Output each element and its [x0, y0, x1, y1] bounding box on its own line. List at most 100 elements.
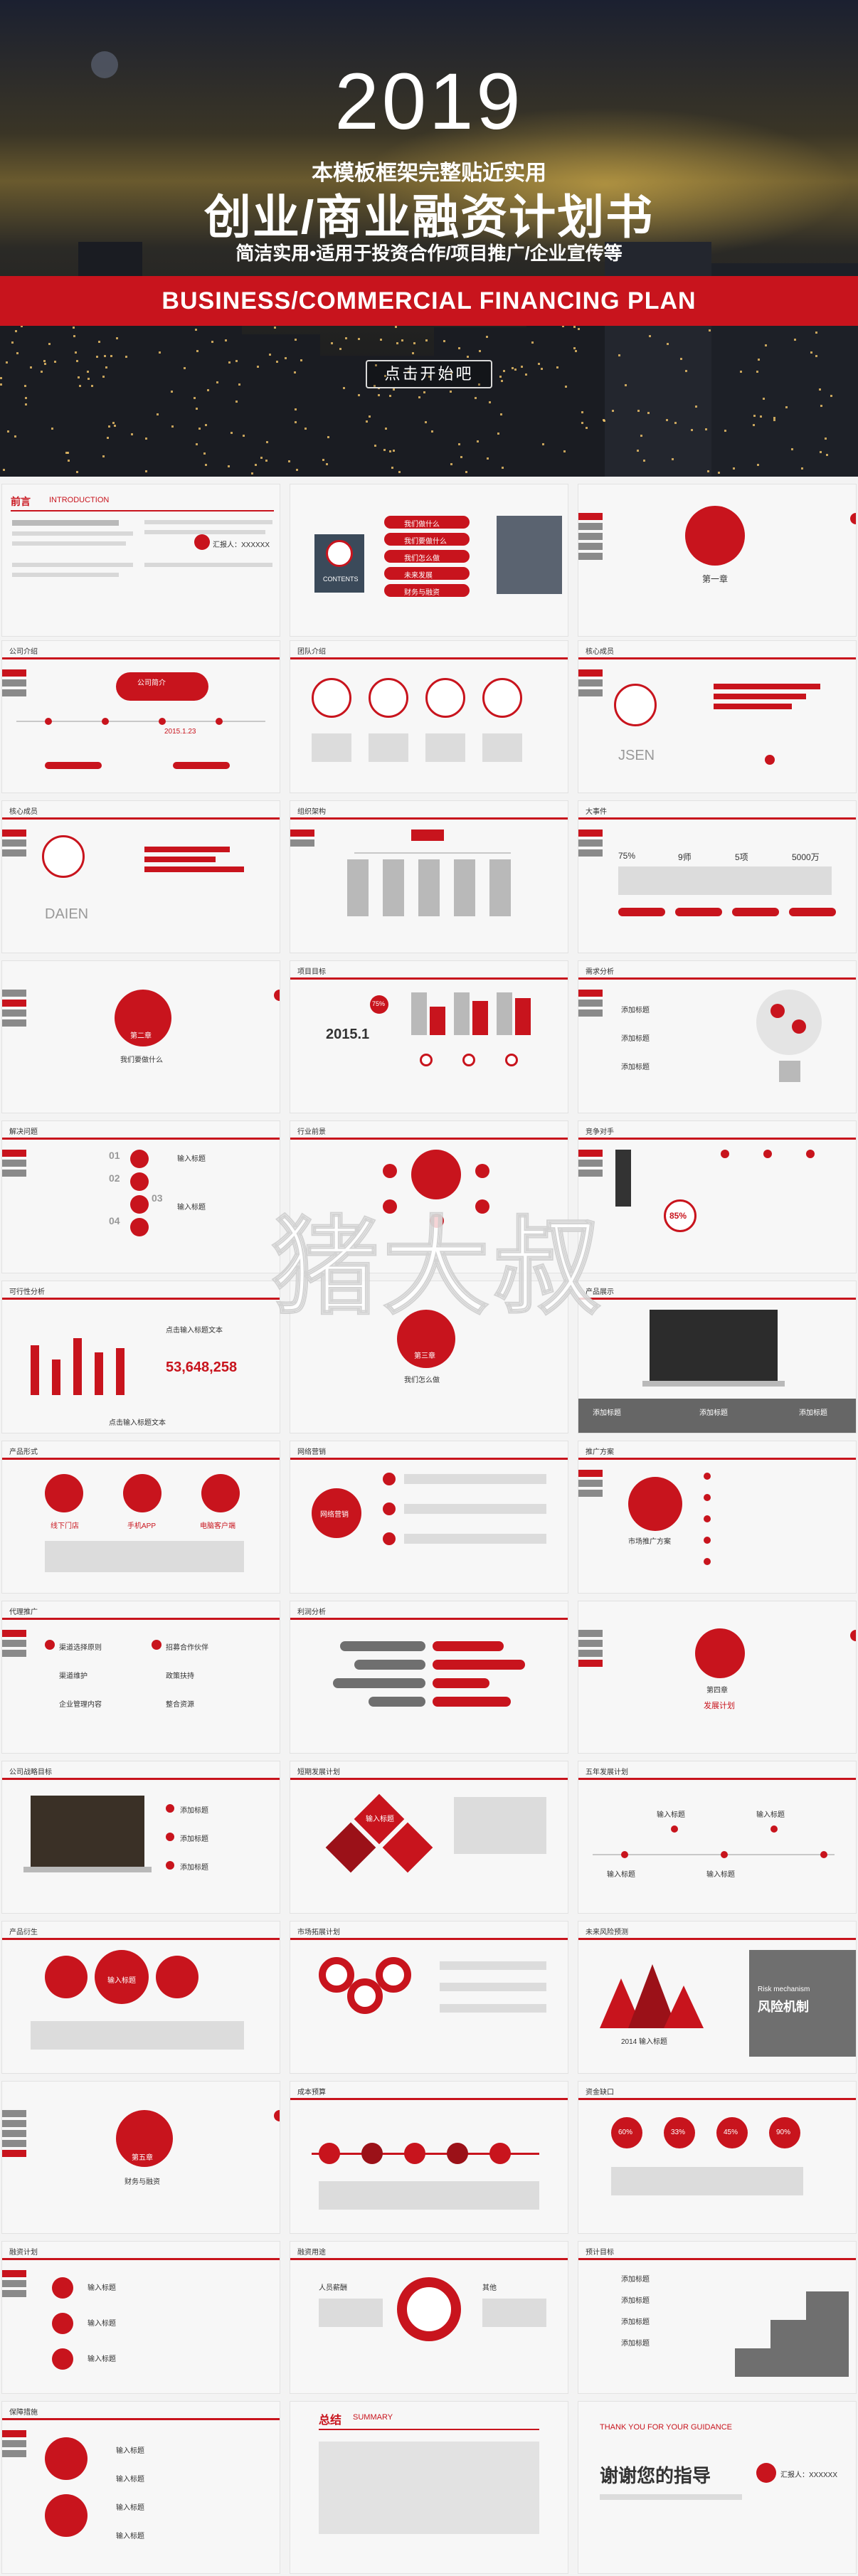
window-light [647, 412, 650, 414]
slide-agent-promote[interactable]: 代理推广 渠道选择原则 渠道维护 企业管理内容 招募合作伙伴 政策扶持 整合资源 [1, 1601, 280, 1754]
user-icon [194, 534, 210, 550]
slide-promotion[interactable]: 推广方案 市场推广方案 [578, 1441, 857, 1594]
slide-derivative[interactable]: 产品衍生 输入标题 [1, 1921, 280, 2074]
window-light [450, 372, 452, 374]
node-label: 输入标题 [607, 1871, 635, 1879]
window-light [108, 425, 110, 428]
slide-network-marketing[interactable]: 网络营销 网络营销 [290, 1441, 568, 1594]
slide-big-event[interactable]: 大事件 75% 9师 5项 5000万 [578, 800, 857, 953]
member-info [369, 733, 408, 762]
slide-chapter-1[interactable]: 第一章 [578, 484, 857, 637]
window-light [458, 443, 460, 445]
window-light [718, 472, 720, 474]
runner-icon [397, 1310, 455, 1368]
slide-title: 组织架构 [297, 808, 326, 816]
start-button[interactable]: 点击开始吧 [366, 360, 492, 388]
slide-chapter-3[interactable]: 第三章 我们怎么做 [290, 1281, 568, 1433]
window-light [707, 470, 709, 472]
slide-competitors[interactable]: 竞争对手 85% [578, 1120, 857, 1273]
key-value: 53,648,258 [166, 1359, 238, 1375]
window-light [385, 428, 387, 430]
slide-core-member-2[interactable]: 核心成员 DAIEN [1, 800, 280, 953]
item-title: 添加标题 [621, 2276, 650, 2284]
cost-node [361, 2143, 383, 2164]
slide-strategic-objectives[interactable]: 公司战略目标 添加标题 添加标题 添加标题 [1, 1761, 280, 1914]
window-light [791, 448, 793, 450]
window-light [573, 326, 576, 328]
avatar [425, 678, 465, 718]
window-light [391, 467, 393, 469]
slide-introduction[interactable]: 前言 INTRODUCTION 汇报人：XXXXXX [1, 484, 280, 637]
dot [704, 1537, 711, 1544]
skill-bar [714, 684, 820, 689]
slide-core-member-1[interactable]: 核心成员 JSEN [578, 640, 857, 793]
member-name: DAIEN [45, 906, 89, 922]
window-light [666, 419, 668, 421]
slide-risk[interactable]: 未来风险预测 2014 输入标题 Risk mechanism 风险机制 [578, 1921, 857, 2074]
avatar [42, 835, 85, 878]
slide-objective[interactable]: 预计目标 添加标题 添加标题 添加标题 添加标题 [578, 2241, 857, 2394]
slide-title: 网络营销 [297, 1448, 326, 1456]
slide-structure[interactable]: 组织架构 [290, 800, 568, 953]
slide-chapter-2[interactable]: 第二章 我们要做什么 [1, 960, 280, 1113]
slide-short-term[interactable]: 短期发展计划 输入标题 [290, 1761, 568, 1914]
slide-project-source[interactable]: 项目目标 75% 2015.1 [290, 960, 568, 1113]
item-title: 输入标题 [177, 1155, 206, 1163]
slide-five-year[interactable]: 五年发展计划 输入标题 输入标题 输入标题 输入标题 [578, 1761, 857, 1914]
window-light [205, 464, 207, 466]
slide-financing-plan[interactable]: 融资计划 输入标题 输入标题 输入标题 [1, 2241, 280, 2394]
slide-contents[interactable]: CONTENTS 我们做什么 我们要做什么 我们怎么做 未来发展 财务与融资 [290, 484, 568, 637]
cover-banner-text: BUSINESS/COMMERCIAL FINANCING PLAN [161, 287, 697, 314]
window-light [231, 432, 233, 434]
item-title: 添加标题 [621, 1035, 650, 1043]
slide-chapter-4[interactable]: 第四章 发展计划 [578, 1601, 857, 1754]
chapter-label: 第五章 [132, 2154, 153, 2162]
menu-item[interactable] [384, 567, 470, 580]
slide-feasibility[interactable]: 可行性分析 53,648,258 点击输入标题文本 点击输入标题文本 [1, 1281, 280, 1433]
slide-company-intro[interactable]: 公司介绍 公司简介 2015.1.23 [1, 640, 280, 793]
window-light [198, 428, 201, 430]
avatar [482, 678, 522, 718]
window-light [389, 450, 391, 452]
menu-item[interactable] [384, 533, 470, 546]
slide-product-form[interactable]: 产品形式 线下门店 手机APP 电脑客户端 [1, 1441, 280, 1594]
event-tag [789, 908, 836, 916]
window-light [425, 339, 428, 341]
slide-summary[interactable]: 总结 SUMMARY [290, 2401, 568, 2574]
window-light [785, 406, 788, 408]
slide-thanks[interactable]: THANK YOU FOR YOUR GUIDANCE 谢谢您的指导 汇报人：X… [578, 2401, 857, 2574]
window-light [274, 327, 276, 329]
menu-item[interactable] [384, 584, 470, 597]
slide-team[interactable]: 团队介绍 [290, 640, 568, 793]
timeline-dot [216, 718, 223, 725]
slide-funding-gap[interactable]: 资金缺口 60% 33% 45% 90% [578, 2081, 857, 2234]
node [721, 1851, 728, 1858]
page-marker [850, 513, 856, 524]
diamond-label: 输入标题 [366, 1816, 394, 1823]
slide-financing-purposes[interactable]: 融资用途 人员薪酬 其他 [290, 2241, 568, 2394]
slide-chapter-5[interactable]: 第五章 财务与融资 [1, 2081, 280, 2234]
window-light [304, 428, 307, 430]
bar [52, 1359, 60, 1395]
slide-market-development[interactable]: 市场拓展计划 [290, 1921, 568, 2074]
window-light [195, 329, 197, 331]
menu-item[interactable] [384, 516, 470, 529]
footer-band [578, 1399, 856, 1433]
slide-cost-budget[interactable]: 成本预算 [290, 2081, 568, 2234]
window-light [820, 451, 822, 453]
summary-text [319, 2442, 539, 2534]
slide-demand[interactable]: 需求分析 添加标题 添加标题 添加标题 [578, 960, 857, 1113]
slide-industry-outlook[interactable]: 行业前景 [290, 1120, 568, 1273]
building [320, 356, 434, 477]
slide-safeguard[interactable]: 保障措施 输入标题 输入标题 输入标题 输入标题 [1, 2401, 280, 2574]
chart-icon [45, 2437, 88, 2480]
laptop-base [642, 1381, 785, 1387]
slide-product-overview[interactable]: 产品展示 添加标题 添加标题 添加标题 [578, 1281, 857, 1433]
gap-circle [716, 2117, 748, 2148]
risk-cn: 风险机制 [758, 2000, 809, 2014]
item-title: 输入标题 [116, 2504, 144, 2512]
menu-item[interactable] [384, 550, 470, 563]
window-light [724, 430, 726, 432]
slide-profit-analysis[interactable]: 利润分析 [290, 1601, 568, 1754]
slide-solve-problem[interactable]: 解决问题 01 02 03 04 输入标题 输入标题 [1, 1120, 280, 1273]
